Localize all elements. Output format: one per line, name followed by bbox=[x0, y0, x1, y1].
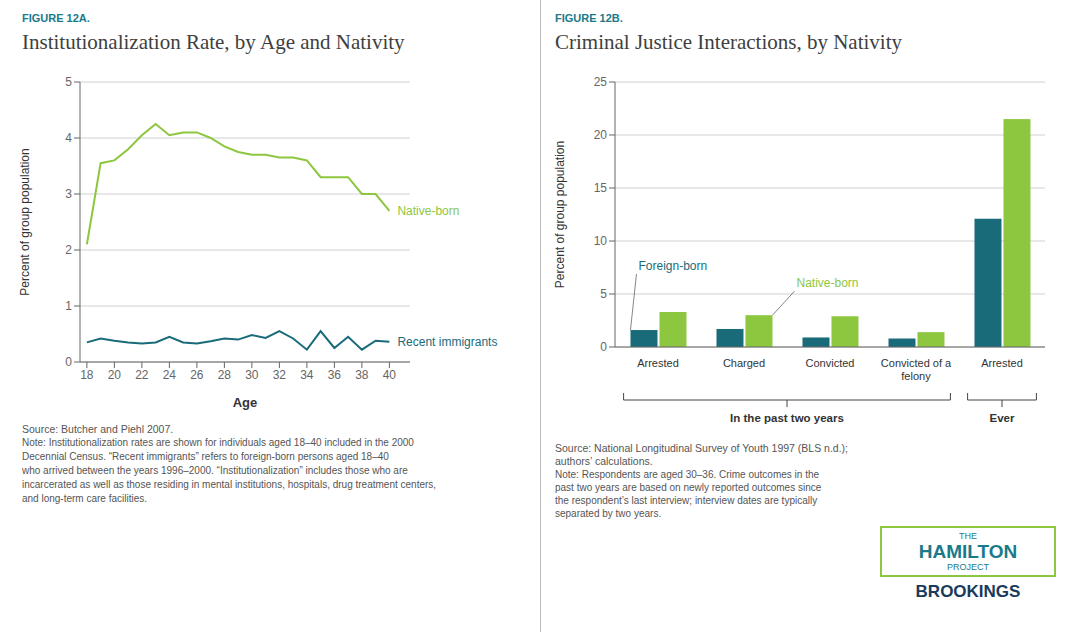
html-text:PROJECT: PROJECT bbox=[947, 562, 989, 572]
svg-text:0: 0 bbox=[65, 355, 72, 369]
svg-text:1: 1 bbox=[65, 299, 72, 313]
html-text:BROOKINGS: BROOKINGS bbox=[915, 582, 1021, 601]
html-text:Criminal Justice Interactions,: Criminal Justice Interactions, by Nativi… bbox=[555, 30, 902, 54]
html-text:the respondent’s last intervie: the respondent’s last interview; intervi… bbox=[555, 495, 818, 506]
svg-text:15: 15 bbox=[594, 181, 608, 195]
svg-text:3: 3 bbox=[65, 187, 72, 201]
html-text:Note: Institutionalization rat: Note: Institutionalization rates are sho… bbox=[22, 437, 414, 448]
html-text:Decennial Census. “Recent immi: Decennial Census. “Recent immigrants” re… bbox=[22, 451, 389, 462]
svg-text:Charged: Charged bbox=[723, 357, 765, 369]
html-text:THE: THE bbox=[959, 531, 977, 541]
svg-text:2: 2 bbox=[65, 243, 72, 257]
svg-text:18: 18 bbox=[80, 368, 94, 382]
html-text:separated by two years.: separated by two years. bbox=[555, 508, 662, 519]
svg-text:32: 32 bbox=[273, 368, 287, 382]
svg-text:Convicted of afelony: Convicted of afelony bbox=[881, 357, 952, 382]
svg-text:24: 24 bbox=[163, 368, 177, 382]
html-text:HAMILTON: HAMILTON bbox=[918, 541, 1018, 562]
svg-text:Convicted: Convicted bbox=[806, 357, 855, 369]
html-text:Institutionalization Rate, by: Institutionalization Rate, by Age and Na… bbox=[22, 30, 405, 54]
html-text:FIGURE 12B.: FIGURE 12B. bbox=[555, 12, 623, 24]
svg-text:Native-born: Native-born bbox=[796, 276, 858, 290]
svg-text:20: 20 bbox=[594, 128, 608, 142]
svg-text:4: 4 bbox=[65, 131, 72, 145]
html-text:FIGURE 12A.: FIGURE 12A. bbox=[22, 12, 90, 24]
svg-text:Ever: Ever bbox=[990, 412, 1015, 424]
svg-text:38: 38 bbox=[355, 368, 369, 382]
html-text:Source: National Longitudinal: Source: National Longitudinal Survey of … bbox=[555, 442, 848, 454]
svg-text:22: 22 bbox=[135, 368, 149, 382]
svg-text:10: 10 bbox=[594, 234, 608, 248]
svg-text:20: 20 bbox=[108, 368, 122, 382]
svg-text:In the past two years: In the past two years bbox=[730, 412, 844, 424]
html-text:and long-term care facilities.: and long-term care facilities. bbox=[22, 493, 148, 504]
svg-text:25: 25 bbox=[594, 75, 608, 89]
svg-text:Percent of group population: Percent of group population bbox=[18, 148, 32, 295]
svg-text:5: 5 bbox=[65, 75, 72, 89]
svg-text:36: 36 bbox=[328, 368, 342, 382]
html-text:authors’ calculations.: authors’ calculations. bbox=[555, 455, 653, 467]
html-text:Note: Respondents are aged 30–: Note: Respondents are aged 30–36. Crime … bbox=[555, 469, 820, 480]
svg-text:Arrested: Arrested bbox=[637, 357, 679, 369]
svg-text:28: 28 bbox=[218, 368, 232, 382]
svg-text:0: 0 bbox=[600, 340, 607, 354]
html-text:Source: Butcher and Piehl 2007: Source: Butcher and Piehl 2007. bbox=[22, 423, 174, 435]
svg-text:Native-born: Native-born bbox=[397, 204, 459, 218]
html-text:who arrived between the years: who arrived between the years 1996–2000.… bbox=[22, 465, 408, 476]
svg-text:Recent immigrants: Recent immigrants bbox=[397, 335, 497, 349]
html-text:incarcerated as well as those: incarcerated as well as those residing i… bbox=[22, 479, 437, 490]
svg-text:30: 30 bbox=[245, 368, 259, 382]
html-text:past two years are based on ne: past two years are based on newly report… bbox=[555, 482, 822, 493]
svg-text:Age: Age bbox=[233, 395, 258, 410]
svg-text:Arrested: Arrested bbox=[981, 357, 1023, 369]
svg-text:5: 5 bbox=[600, 287, 607, 301]
svg-text:Foreign-born: Foreign-born bbox=[638, 259, 707, 273]
svg-text:26: 26 bbox=[190, 368, 204, 382]
svg-text:40: 40 bbox=[383, 368, 397, 382]
svg-text:34: 34 bbox=[300, 368, 314, 382]
svg-text:Percent of group population: Percent of group population bbox=[553, 141, 567, 288]
